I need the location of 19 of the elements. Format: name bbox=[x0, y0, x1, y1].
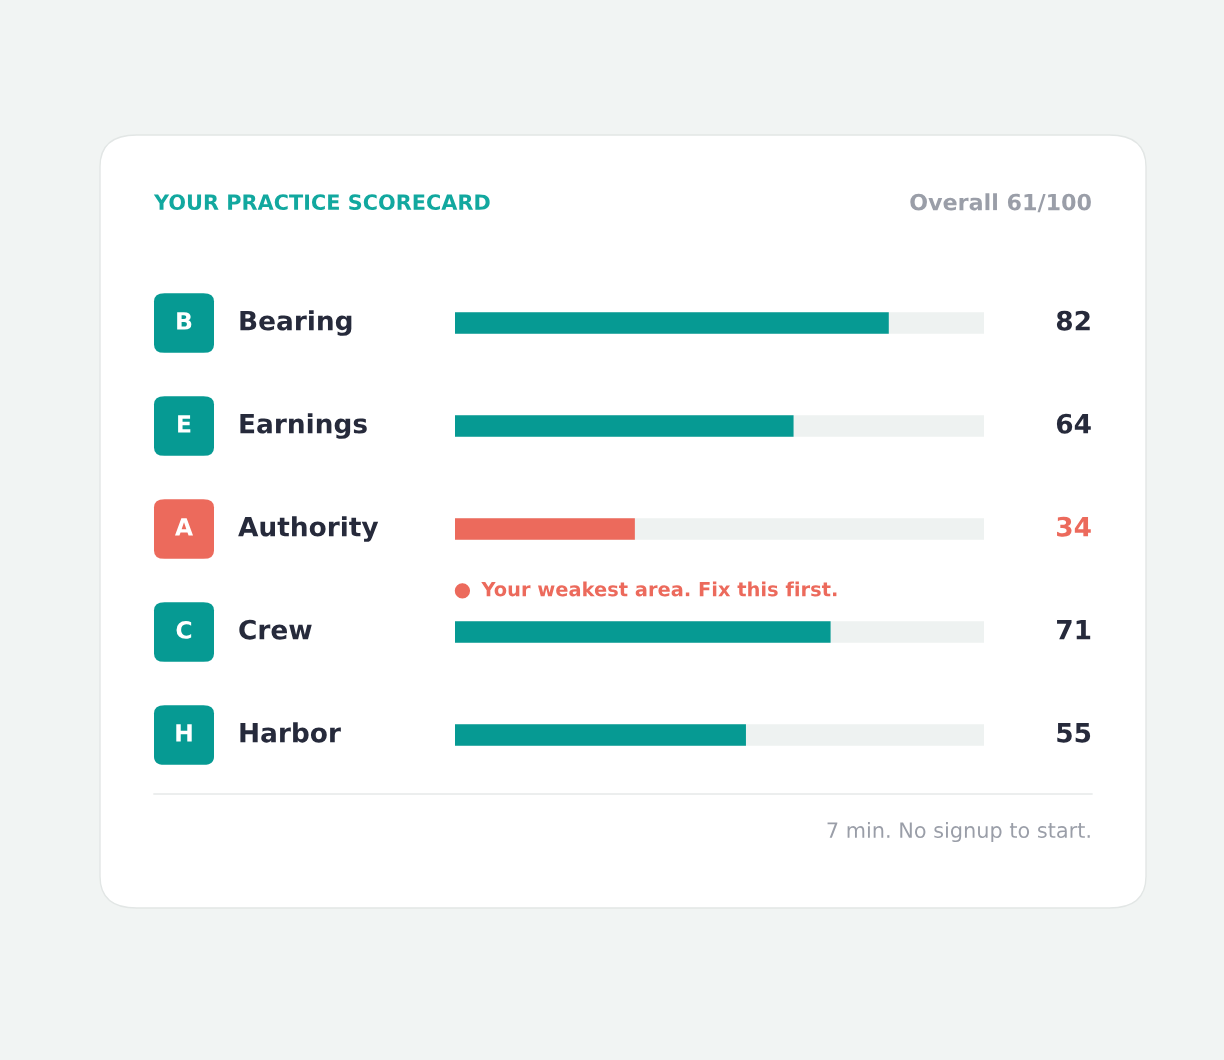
data-label: 34 bbox=[1057, 516, 1091, 537]
y-tick-label: Crew bbox=[239, 619, 312, 640]
chart-title: YOUR PRACTICE SCORECARD bbox=[153, 194, 490, 211]
text: E bbox=[178, 415, 191, 433]
text: C bbox=[176, 620, 192, 639]
text: H bbox=[176, 724, 192, 742]
text: 7 min. No signup to start. bbox=[827, 821, 1090, 843]
annotation: Your weakest area. Fix this first. bbox=[481, 581, 837, 597]
y-tick-label: Bearing bbox=[240, 310, 352, 336]
data-label: 64 bbox=[1056, 413, 1091, 434]
data-label: 71 bbox=[1057, 620, 1091, 640]
y-tick-label: Harbor bbox=[240, 722, 341, 743]
data-label: 82 bbox=[1056, 310, 1090, 331]
text: B bbox=[177, 312, 192, 330]
y-tick-label: Earnings bbox=[240, 413, 367, 439]
data-label: 55 bbox=[1057, 723, 1091, 743]
chart-subtitle: Overall 61/100 bbox=[910, 193, 1091, 213]
y-tick-label: Authority bbox=[238, 516, 379, 542]
text: A bbox=[174, 518, 194, 536]
